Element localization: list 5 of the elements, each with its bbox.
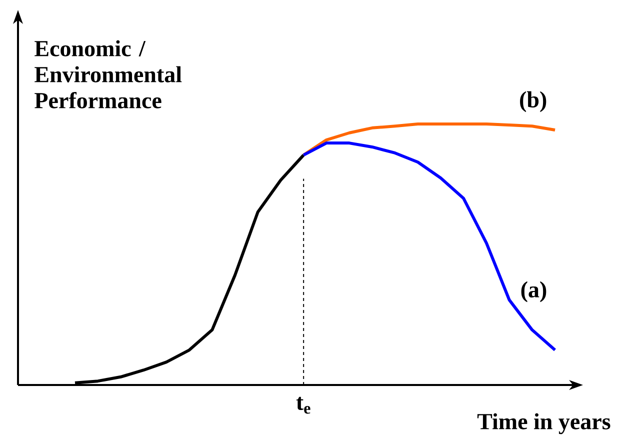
- series-label: (a): [521, 281, 546, 302]
- series-label: (b): [520, 91, 546, 112]
- x-axis-title: Time in years: [477, 413, 610, 434]
- y-axis-title: Economic / Environmental Performance: [34, 40, 182, 108]
- text: t$_{e}$: [296, 396, 310, 414]
